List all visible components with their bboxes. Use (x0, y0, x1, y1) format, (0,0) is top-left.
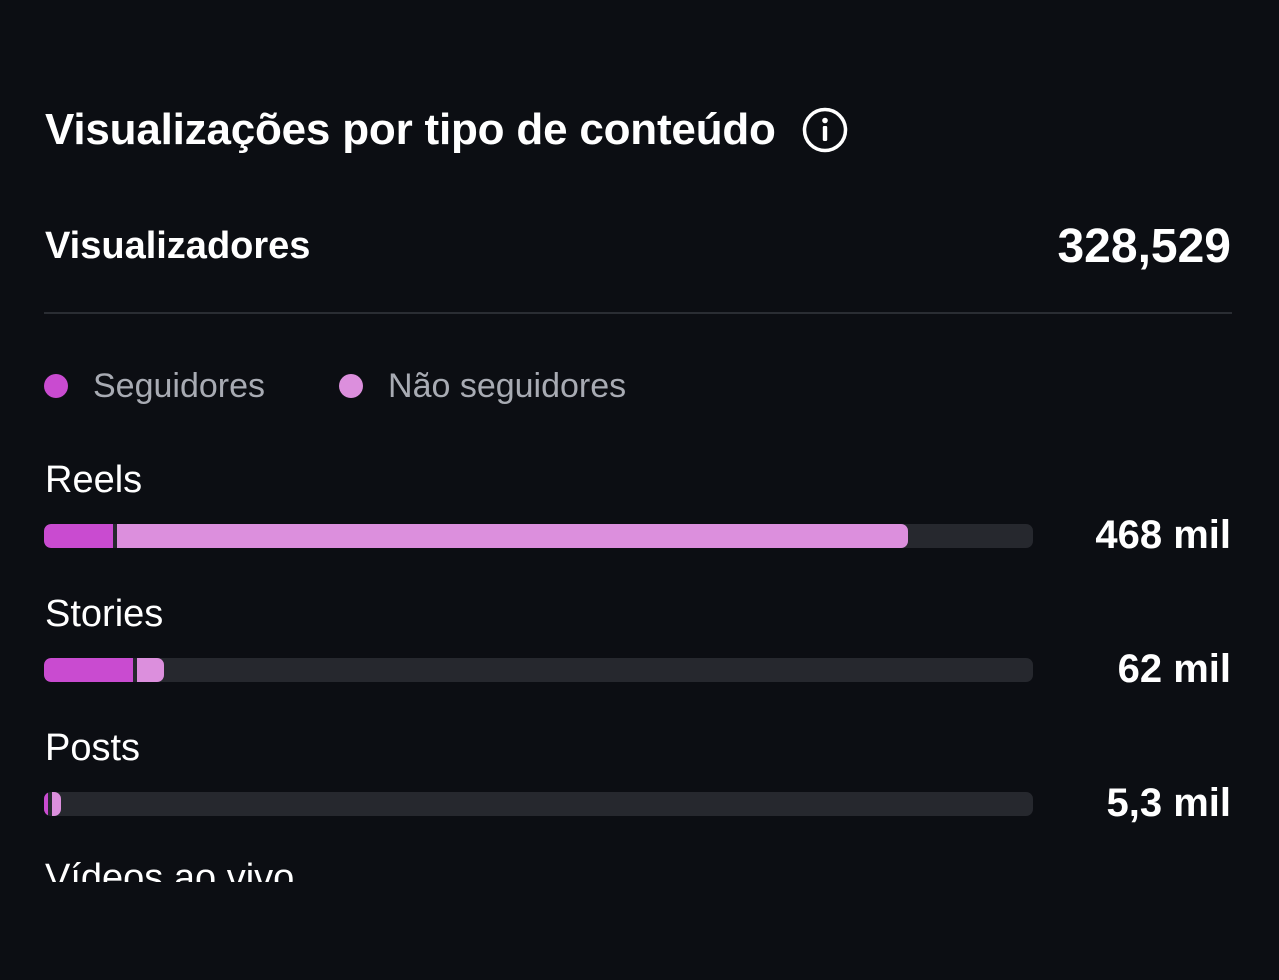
non-followers-segment (137, 658, 164, 682)
viewers-label: Visualizadores (45, 225, 311, 267)
legend-item-non-followers: Não seguidores (339, 367, 626, 406)
progress-track (44, 524, 1033, 548)
section-title: Visualizações por tipo de conteúdo (45, 105, 776, 154)
row-label: Reels (45, 459, 143, 501)
progress-track (44, 792, 1033, 816)
row-label: Posts (45, 727, 141, 769)
followers-dot (44, 374, 68, 398)
content-row-live-videos-label[interactable]: Vídeos ao vivo (45, 857, 295, 882)
content-row-stories[interactable]: Stories 62 mil (0, 592, 1279, 726)
followers-segment (44, 792, 48, 816)
content-row-reels[interactable]: Reels 468 mil (0, 458, 1279, 592)
row-value: 5,3 mil (1106, 781, 1231, 825)
non-followers-segment (52, 792, 61, 816)
legend-label-followers: Seguidores (93, 366, 266, 405)
content-row-posts[interactable]: Posts 5,3 mil (0, 726, 1279, 860)
row-label: Stories (45, 593, 164, 635)
divider (44, 312, 1232, 314)
followers-segment (44, 658, 133, 682)
section-header: Visualizações por tipo de conteúdo (45, 102, 848, 158)
non-followers-dot (339, 374, 364, 398)
viewers-total: 328,529 (1057, 220, 1231, 273)
non-followers-segment (117, 524, 908, 548)
legend: Seguidores Não seguidores (44, 364, 700, 408)
followers-segment (44, 524, 113, 548)
info-icon[interactable] (802, 107, 848, 153)
legend-label-non-followers: Não seguidores (388, 366, 627, 405)
progress-track (44, 658, 1033, 682)
legend-item-followers: Seguidores (44, 367, 265, 406)
row-value: 468 mil (1095, 513, 1231, 557)
row-value: 62 mil (1117, 647, 1231, 691)
